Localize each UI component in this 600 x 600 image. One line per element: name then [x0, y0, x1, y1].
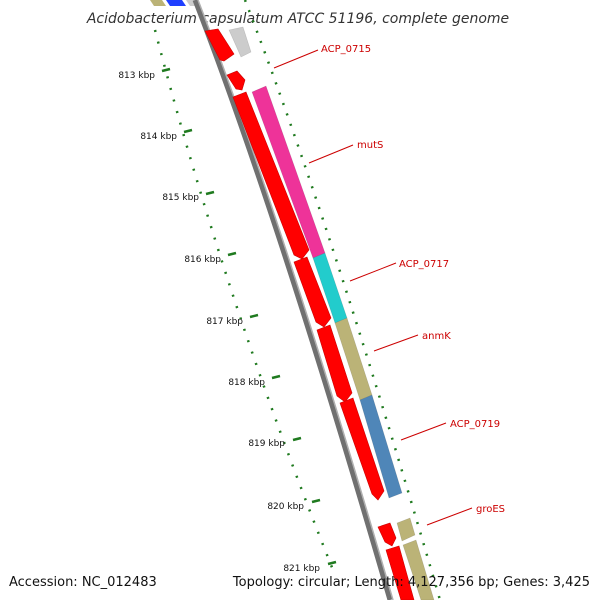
gene-fragment: [166, 0, 186, 6]
gene-label-leader: [400, 422, 447, 441]
gene-label-ACP_0715[interactable]: ACP_0715: [321, 44, 371, 55]
forward-strand-genes: [228, 26, 435, 600]
gene-label-leader: [273, 49, 319, 69]
forward-gene-groES[interactable]: [396, 517, 416, 542]
gene-label-mutS[interactable]: mutS: [357, 140, 383, 151]
ruler-tick: [249, 313, 259, 319]
ruler-tick-label: 820 kbp: [267, 502, 304, 512]
reverse-gene-arrow: [226, 70, 246, 91]
gene-label-ACP_0717[interactable]: ACP_0717: [399, 259, 449, 270]
reverse-strand-genes: [204, 28, 415, 600]
ruler-tick-label: 819 kbp: [248, 439, 285, 449]
forward-gene-groEL[interactable]: [402, 539, 435, 600]
ruler-tick-label: 816 kbp: [184, 255, 221, 265]
gene-fragment: [150, 0, 166, 6]
kbp-ruler: 813 kbp 814 kbp 815 kbp 816 kbp 817 kbp 818 k…: [118, 29, 337, 574]
ruler-tick: [205, 190, 215, 196]
ruler-tick-label: 818 kbp: [228, 378, 265, 388]
genome-backbone-highlight: [197, 0, 394, 600]
forward-gene-ACP_0719[interactable]: [359, 394, 403, 499]
ruler-tick: [292, 436, 302, 442]
genome-backbone: [192, 0, 393, 600]
ruler-tick-label: 821 kbp: [283, 564, 320, 574]
accession-text: Accession: NC_012483: [9, 575, 157, 590]
map-title: Acidobacterium capsulatum ATCC 51196, co…: [86, 11, 509, 27]
outer-dotted-track: [243, 0, 442, 600]
ruler-tick-label: 817 kbp: [206, 317, 243, 327]
gene-label-leader: [308, 144, 354, 164]
gene-label-ACP_0719[interactable]: ACP_0719: [450, 419, 500, 430]
reverse-gene-arrow: [316, 324, 353, 403]
ruler-tick: [311, 498, 321, 504]
ruler-tick-label: 814 kbp: [140, 132, 177, 142]
ruler-tick: [271, 374, 281, 380]
gene-label-anmK[interactable]: anmK: [422, 331, 451, 342]
reverse-gene-arrow: [204, 28, 235, 62]
gene-label-groES[interactable]: groES: [476, 504, 505, 515]
ruler-tick-label: 813 kbp: [118, 71, 155, 81]
reverse-gene-arrow: [385, 545, 415, 600]
ruler-tick: [327, 560, 337, 566]
reverse-gene-arrow: [293, 256, 332, 328]
gene-label-leader: [426, 507, 473, 526]
reverse-gene-arrow: [377, 522, 397, 547]
reverse-gene-arrow: [339, 397, 385, 501]
ruler-tick: [183, 128, 193, 134]
topology-text: Topology: circular; Length: 4,127,356 bp…: [232, 575, 590, 590]
ruler-tick: [161, 67, 171, 73]
ruler-tick-label: 815 kbp: [162, 193, 199, 203]
reverse-gene-arrow: [232, 91, 310, 260]
forward-gene-ACP_0715[interactable]: [228, 26, 252, 58]
offscreen-gene-fragments: [150, 0, 198, 6]
ruler-tick: [227, 251, 237, 257]
gene-label-leader: [349, 262, 397, 282]
gene-labels: ACP_0715 mutS ACP_0717 anmK ACP_0719 groES: [273, 44, 505, 526]
gene-label-leader: [373, 334, 419, 352]
